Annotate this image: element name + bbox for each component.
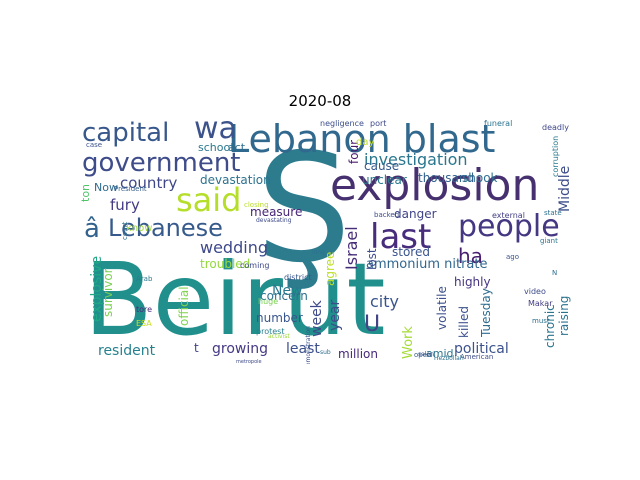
- word-district: district: [284, 273, 312, 282]
- word-number: number: [256, 311, 303, 325]
- word-political: political: [454, 341, 509, 357]
- word-shook: shook: [462, 171, 498, 185]
- word-devastation: devastation: [200, 173, 271, 187]
- word-amid: amid: [426, 347, 454, 360]
- word-corruption: corruption: [551, 136, 560, 178]
- word-must: must: [532, 317, 550, 325]
- word-state: state: [544, 209, 562, 217]
- word-stored: stored: [392, 245, 430, 259]
- word-fury: fury: [110, 196, 140, 214]
- word-devastating: devastating: [256, 217, 292, 224]
- word-week: week: [309, 299, 325, 337]
- word-killed: killed: [457, 305, 471, 338]
- word-closing: closing: [244, 201, 269, 209]
- word-t: t: [194, 341, 199, 355]
- word-funeral: funeral: [484, 119, 513, 128]
- word-s-cedilla: Ş: [256, 122, 352, 296]
- word-case: case: [86, 141, 103, 149]
- word-million: million: [338, 347, 378, 361]
- word-long: long: [312, 249, 325, 256]
- word-israel: Israel: [342, 225, 361, 270]
- word-investigation: investigation: [364, 150, 468, 169]
- word-raising: raising: [557, 295, 571, 337]
- word-backed: backed: [374, 211, 400, 219]
- word-lebanon-blast: Lebanon blast: [228, 117, 496, 161]
- word-u: U: [364, 312, 381, 337]
- word-school: school: [198, 141, 234, 154]
- word-metropole: metropole: [236, 359, 262, 365]
- word-last: last: [370, 217, 432, 257]
- word-external: external: [492, 211, 525, 220]
- word-danger: danger: [394, 207, 437, 221]
- word-port: port: [370, 119, 387, 128]
- word-tore: tore: [136, 305, 153, 314]
- word-explosion: explosion: [330, 160, 540, 211]
- word-middle: Middle: [557, 165, 573, 213]
- word-ha: ha: [458, 244, 483, 268]
- word-capital: capital: [82, 118, 170, 148]
- word-know: know: [126, 223, 153, 234]
- wordcloud-title: 2020-08: [288, 92, 352, 110]
- word-government: government: [82, 148, 241, 178]
- word-ton: ton: [80, 183, 92, 202]
- word-new: New: [272, 283, 303, 299]
- word-president: President: [114, 185, 147, 193]
- word-salon: salon: [418, 351, 434, 358]
- word-official: official: [177, 286, 191, 326]
- word-city: city: [370, 292, 399, 311]
- wordcloud: Beirut Ş explosion Lebanon blast wa capi…: [80, 116, 576, 364]
- word-agree: agree: [323, 252, 337, 287]
- word-people: people: [458, 209, 560, 244]
- word-sub: sub: [320, 349, 331, 356]
- word-resident: resident: [98, 343, 156, 359]
- word-said: said: [176, 181, 242, 219]
- word-year: year: [327, 299, 343, 332]
- word-activist: activist: [268, 333, 290, 340]
- word-now: Now: [94, 181, 118, 194]
- word-day: day: [356, 137, 375, 148]
- word-troubled: troubled: [200, 257, 251, 271]
- word-cause: cause: [364, 159, 400, 173]
- word-deadly: deadly: [542, 123, 569, 132]
- word-country: country: [120, 174, 178, 192]
- word-least: least: [286, 341, 320, 357]
- word-wa: wa: [194, 116, 237, 146]
- word-protest: protest: [256, 327, 285, 336]
- word-unclear: unclear: [362, 173, 407, 187]
- word-coming: coming: [240, 261, 270, 270]
- word-video: video: [524, 287, 546, 296]
- word-giant: giant: [540, 237, 558, 245]
- word-court: court: [121, 221, 129, 241]
- word-lebanese: Lebanese: [108, 214, 223, 242]
- word-act: act: [228, 141, 246, 154]
- word-ago: ago: [506, 253, 520, 261]
- word-n: N: [552, 269, 558, 277]
- word-highly: highly: [454, 275, 491, 289]
- word-huge: huge: [258, 297, 279, 306]
- word-arab: Arab: [136, 275, 153, 283]
- word-survivor: survivor: [101, 267, 115, 317]
- word-growing: growing: [212, 341, 268, 357]
- word-chronic: chronic: [543, 303, 557, 348]
- word-concern: concern: [260, 289, 308, 303]
- word-thousand: thousand: [418, 171, 475, 185]
- word-lost: lost: [365, 247, 379, 270]
- word-makar: Makar: [528, 299, 553, 308]
- word-a-circumflex: â: [84, 214, 100, 244]
- word-esa: ESA: [136, 319, 152, 328]
- word-measure: measure: [250, 205, 303, 219]
- word-ammonium-nitrate: ammonium nitrate: [366, 257, 488, 272]
- word-hezbollah: Hezbollah: [434, 355, 464, 362]
- word-beirut: Beirut: [84, 241, 386, 358]
- word-american: American: [460, 353, 494, 361]
- word-demonstration: demonstration: [305, 325, 312, 364]
- word-volatile: volatile: [435, 285, 449, 330]
- word-open: open: [414, 351, 432, 359]
- word-tuesday: Tuesday: [479, 287, 493, 337]
- word-wedding: wedding: [200, 238, 268, 257]
- word-negligence: negligence: [320, 119, 364, 128]
